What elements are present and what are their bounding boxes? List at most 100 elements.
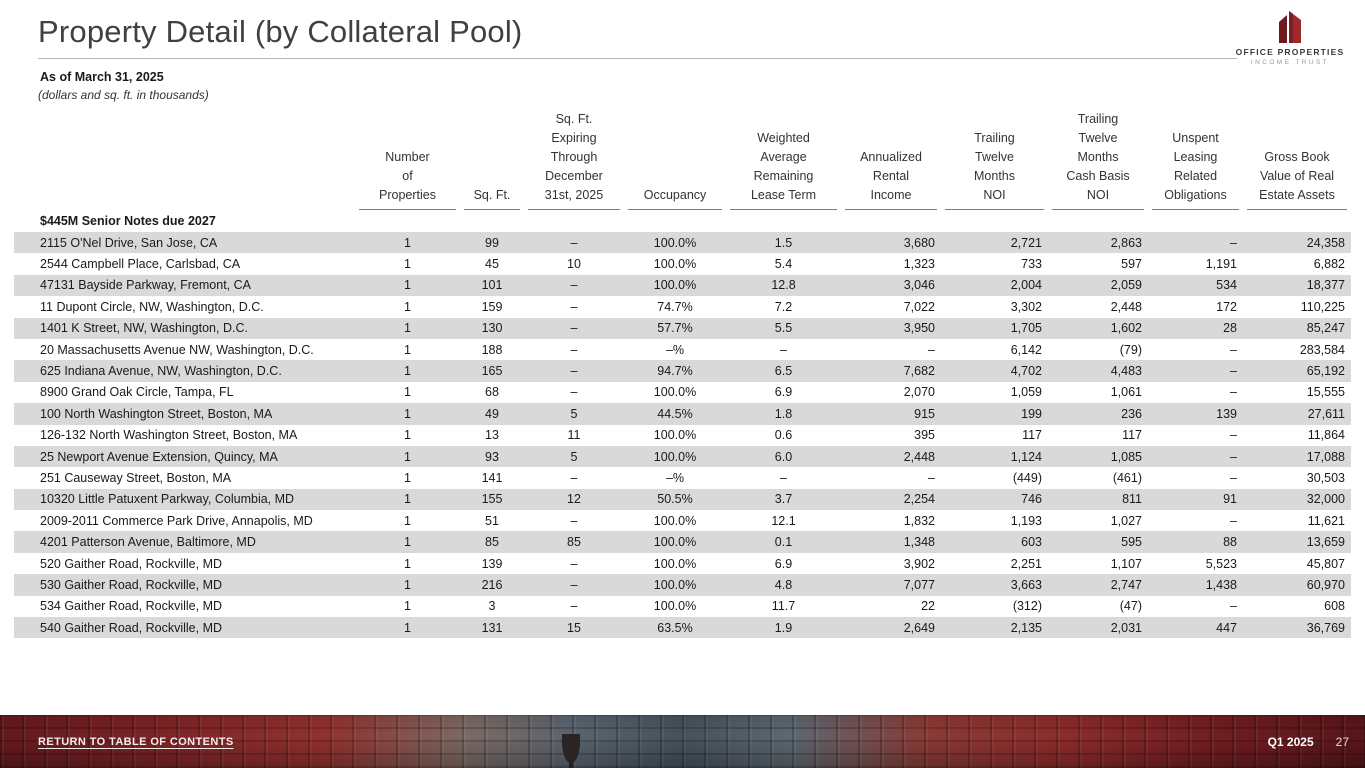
table-row: 2544 Campbell Place, Carlsbad, CA 1 45 10 10… [14,253,1351,274]
value-cell: 94.7% [657,364,693,379]
column-header-label: Sq. Ft. [464,186,520,210]
value-cell: 1,705 [1010,321,1042,336]
column-header: Trailing Twelve Months NOI [941,110,1048,210]
value-cell: 15 [567,620,581,635]
value-cell: 2,721 [1010,235,1042,250]
column-header-empty [14,110,355,210]
value-cell: 1,085 [1110,449,1142,464]
return-to-toc-link[interactable]: RETURN TO TABLE OF CONTENTS [38,735,234,748]
value-cell: 1.5 [774,235,793,250]
value-cell: 6.0 [774,449,793,464]
column-header: Sq. Ft. [460,110,524,210]
value-cell: 15,555 [1306,385,1345,400]
value-cell: 99 [485,235,499,250]
value-cell: 188 [481,342,503,357]
value-cell: 100.0% [653,535,697,550]
value-cell: – [570,385,578,400]
column-header: Number of Properties [355,110,460,210]
value-cell: 44.5% [657,406,693,421]
value-cell: 1,191 [1205,257,1237,272]
value-cell: 1,832 [903,513,935,528]
value-cell: 733 [1021,257,1042,272]
value-cell: 1 [404,599,411,614]
value-cell: 60,970 [1306,577,1345,592]
property-name-cell: 2009-2011 Commerce Park Drive, Annapolis… [40,513,313,528]
value-cell: 100.0% [653,556,697,571]
value-cell: – [928,342,935,357]
value-cell: – [1230,449,1237,464]
column-header-label: Trailing Twelve Months NOI [945,129,1044,210]
opi-logo: OFFICE PROPERTIES INCOME TRUST [1231,8,1349,66]
value-cell: 4,483 [1110,364,1142,379]
value-cell: 6.5 [774,364,793,379]
column-header: Gross Book Value of Real Estate Assets [1243,110,1351,210]
value-cell: 1 [404,406,411,421]
property-name-cell: 625 Indiana Avenue, NW, Washington, D.C. [40,364,282,379]
value-cell: 85 [567,535,581,550]
value-cell: 12.8 [771,278,796,293]
value-cell: 216 [481,577,503,592]
value-cell: 236 [1121,406,1142,421]
footer-bar: RETURN TO TABLE OF CONTENTS Q1 2025 27 [0,715,1365,768]
value-cell: 17,088 [1306,449,1345,464]
footer-right: Q1 2025 27 [1268,735,1349,749]
value-cell: 2,251 [1010,556,1042,571]
table-row: 2009-2011 Commerce Park Drive, Annapolis… [14,510,1351,531]
value-cell: 11,621 [1307,513,1345,528]
value-cell: 608 [1324,599,1345,614]
value-cell: –% [665,342,685,357]
value-cell: 172 [1216,299,1237,314]
value-cell: 199 [1021,406,1042,421]
value-cell: – [928,470,935,485]
value-cell: 130 [481,321,503,336]
property-name-cell: 4201 Patterson Avenue, Baltimore, MD [40,535,256,550]
value-cell: 2,448 [903,449,935,464]
value-cell: – [570,278,578,293]
table-row: 625 Indiana Avenue, NW, Washington, D.C.… [14,360,1351,382]
value-cell: 1 [404,470,411,485]
value-cell: 2,649 [903,620,935,635]
property-name-cell: 126-132 North Washington Street, Boston,… [40,428,298,443]
section-header-row: $445M Senior Notes due 2027 [14,210,1351,232]
value-cell: 32,000 [1306,492,1345,507]
value-cell: 117 [1122,428,1142,443]
as-of-date: As of March 31, 2025 [40,70,164,84]
property-name-cell: 530 Gaither Road, Rockville, MD [40,577,223,592]
value-cell: 93 [485,449,499,464]
table-header-row: Number of Properties Sq. Ft. Sq. Ft. Expir… [14,110,1351,210]
quarter-label: Q1 2025 [1267,734,1314,749]
value-cell: 1 [404,235,411,250]
value-cell: 2,863 [1110,235,1142,250]
column-header-label: Number of Properties [359,148,456,210]
value-cell: 1,124 [1010,449,1042,464]
value-cell: 5.5 [774,321,793,336]
property-name-cell: 20 Massachusetts Avenue NW, Washington, … [40,342,314,357]
value-cell: 10 [567,257,581,272]
property-name-cell: 2544 Campbell Place, Carlsbad, CA [40,257,241,272]
value-cell: 100.0% [653,385,697,400]
table-row: 534 Gaither Road, Rockville, MD 1 3 – 100.0%… [14,596,1351,617]
value-cell: – [1230,342,1237,357]
value-cell: 1 [404,620,411,635]
value-cell: 5.4 [774,257,793,272]
value-cell: 1 [404,577,411,592]
value-cell: 24,358 [1306,235,1345,250]
column-header: Weighted Average Remaining Lease Term [726,110,841,210]
column-header: Annualized Rental Income [841,110,941,210]
property-name-cell: 25 Newport Avenue Extension, Quincy, MA [40,449,278,464]
value-cell: 1 [404,385,411,400]
value-cell: 0.1 [774,535,793,550]
value-cell: – [1230,599,1237,614]
property-name-cell: 540 Gaither Road, Rockville, MD [40,620,223,635]
value-cell: 1,438 [1205,577,1237,592]
value-cell: – [1230,385,1237,400]
table-row: 4201 Patterson Avenue, Baltimore, MD 1 85 8… [14,531,1351,553]
value-cell: 159 [481,299,503,314]
value-cell: 141 [481,470,503,485]
value-cell: 49 [485,406,499,421]
value-cell: 915 [914,406,935,421]
value-cell: (47) [1119,599,1142,614]
value-cell: 2,031 [1110,620,1142,635]
value-cell: 22 [921,599,935,614]
value-cell: 100.0% [653,278,697,293]
